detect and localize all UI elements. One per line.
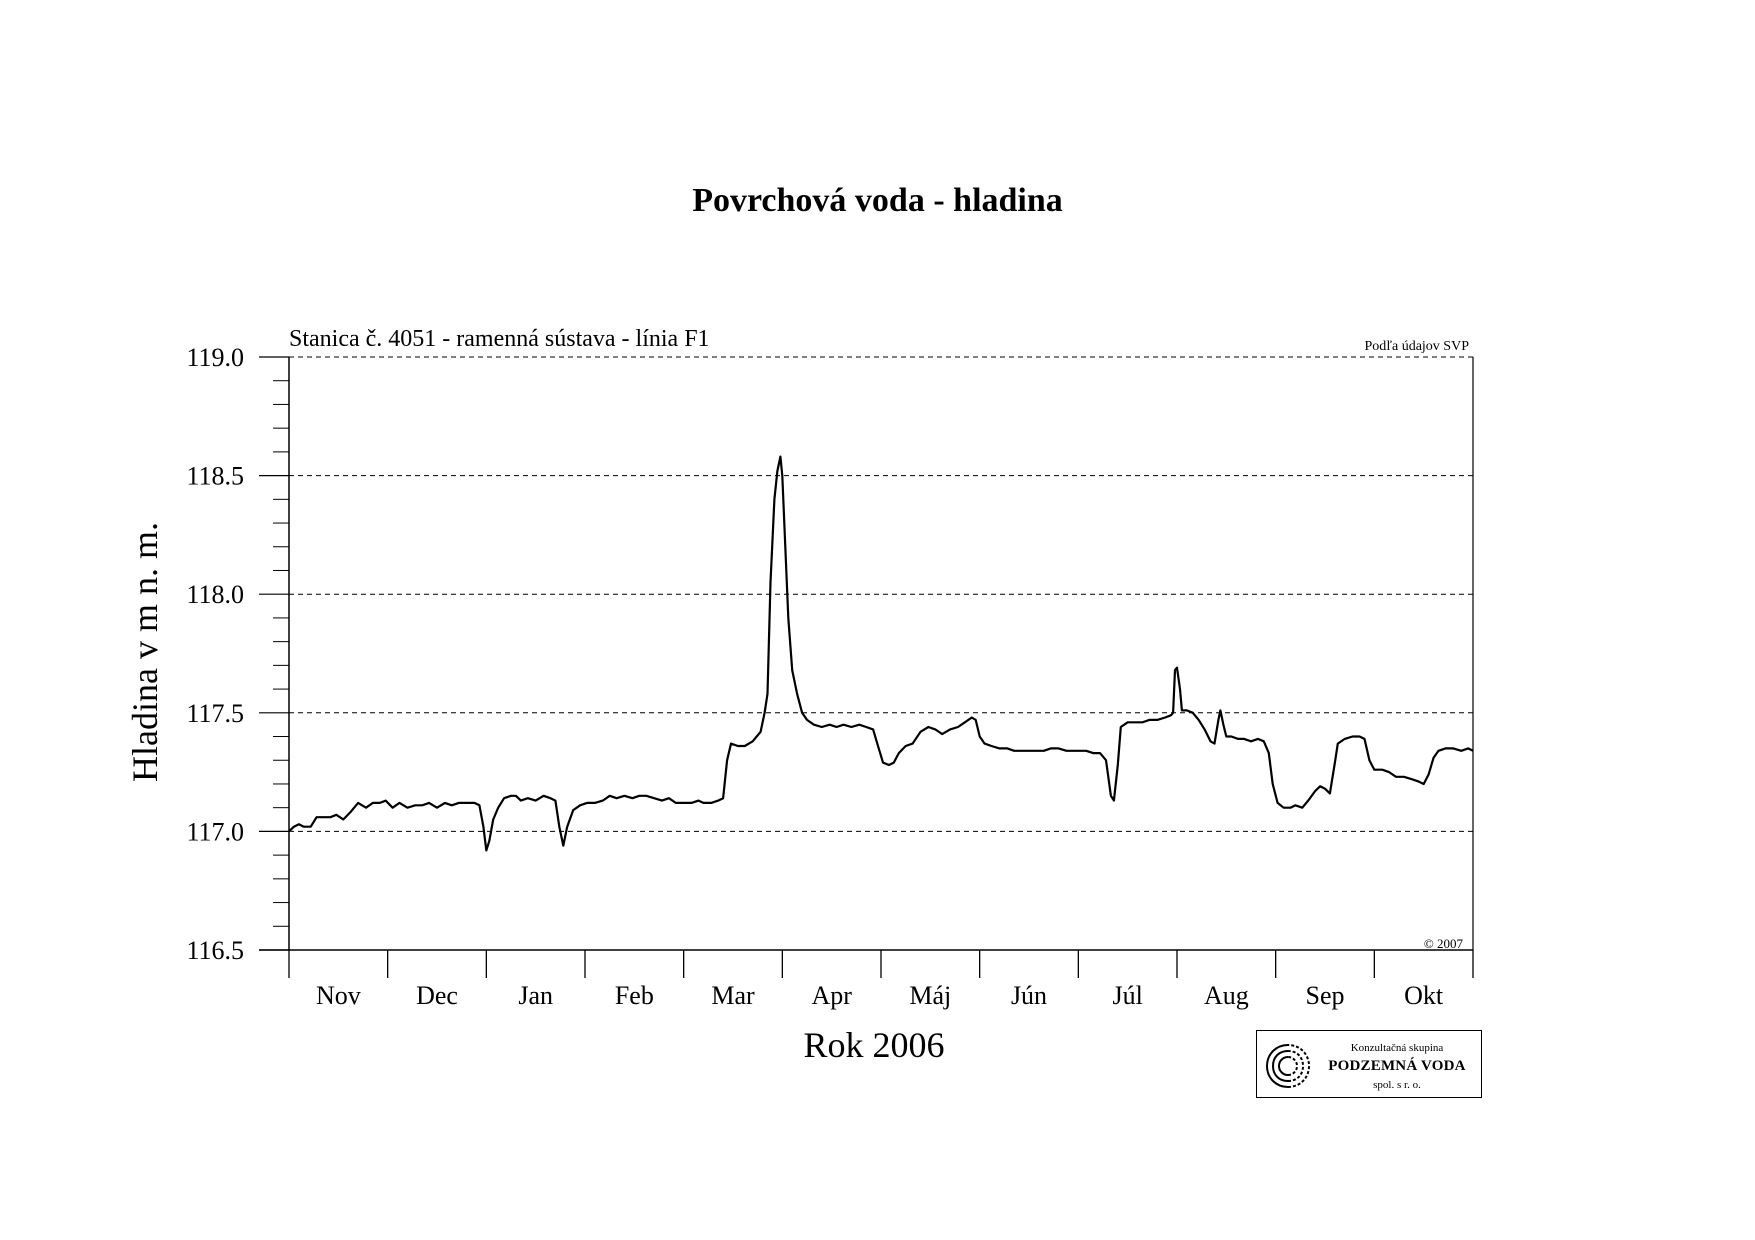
x-tick-label: Feb [615, 981, 654, 1010]
copyright-note: © 2007 [1424, 936, 1464, 951]
logo-line-3: spol. s r. o. [1373, 1079, 1421, 1091]
x-tick-label: Mar [711, 981, 755, 1010]
x-tick-label: Nov [316, 981, 361, 1010]
grid-lines [289, 356, 1473, 832]
y-tick-label: 118.0 [186, 580, 244, 609]
x-tick-label: Máj [909, 981, 951, 1010]
source-note: Podľa údajov SVP [1365, 339, 1470, 354]
y-axis: 116.5 117.0 117.5 118.0 118.5 119.0 [186, 343, 289, 965]
x-tick-label: Okt [1404, 981, 1444, 1010]
company-logo: Konzultačná skupina PODZEMNÁ VODA spol. … [1256, 1030, 1482, 1098]
x-axis: Nov Dec Jan Feb Mar Apr Máj Jún Júl Aug Sep Okt [288, 950, 1474, 1010]
series [288, 455, 1474, 852]
x-tick-label: Júl [1112, 981, 1142, 1010]
series-line [288, 455, 1474, 852]
x-tick-label: Aug [1204, 981, 1249, 1010]
logo-line-1: Konzultačná skupina [1350, 1042, 1444, 1054]
logo-line-2: PODZEMNÁ VODA [1328, 1058, 1466, 1074]
chart-subtitle: Stanica č. 4051 - ramenná sústava - líni… [289, 326, 710, 352]
x-tick-label: Apr [811, 981, 852, 1010]
x-tick-label: Jún [1011, 981, 1047, 1010]
x-tick-label: Dec [416, 981, 458, 1010]
x-axis-label: Rok 2006 [803, 1025, 944, 1065]
plot-frame [259, 357, 1474, 951]
spiral-logo-icon [1265, 1044, 1311, 1088]
y-tick-label: 118.5 [186, 462, 244, 491]
y-tick-label: 117.0 [186, 817, 244, 846]
y-tick-label: 116.5 [186, 936, 244, 965]
page-title: Povrchová voda - hladina [692, 182, 1063, 219]
y-axis-label: Hladina v m n. m. [125, 522, 165, 782]
y-tick-label: 117.5 [186, 699, 244, 728]
x-tick-label: Jan [518, 981, 553, 1010]
y-tick-label: 119.0 [186, 343, 244, 372]
x-tick-label: Sep [1306, 981, 1345, 1010]
